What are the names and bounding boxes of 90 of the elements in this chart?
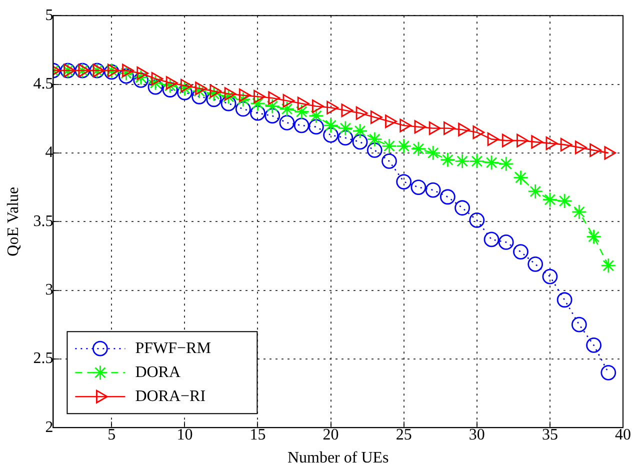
point bbox=[338, 130, 354, 146]
point bbox=[425, 145, 441, 161]
point bbox=[469, 153, 485, 169]
point bbox=[162, 78, 178, 94]
point bbox=[382, 138, 397, 154]
point bbox=[513, 244, 528, 260]
point bbox=[556, 193, 572, 209]
point bbox=[162, 82, 178, 98]
legend-label: PFWF−RM bbox=[135, 340, 211, 357]
point bbox=[410, 180, 426, 195]
x-tick-label: 25 bbox=[396, 426, 412, 444]
point bbox=[250, 96, 266, 112]
point bbox=[382, 153, 397, 169]
point bbox=[323, 118, 338, 134]
point bbox=[528, 184, 544, 200]
point bbox=[600, 364, 616, 380]
point bbox=[454, 153, 470, 169]
point bbox=[118, 68, 134, 84]
x-tick-label: 15 bbox=[250, 426, 266, 444]
point bbox=[440, 152, 456, 168]
point bbox=[571, 316, 587, 332]
x-axis-title: Number of UEs bbox=[287, 450, 389, 467]
point bbox=[600, 258, 616, 274]
point bbox=[148, 79, 164, 95]
x-tick-label: 30 bbox=[468, 426, 485, 444]
point bbox=[206, 86, 222, 102]
y-tick-label: 5 bbox=[45, 6, 54, 24]
legend-label: DORA−RI bbox=[135, 388, 206, 405]
point bbox=[192, 83, 208, 99]
point bbox=[279, 101, 295, 117]
point bbox=[586, 338, 602, 353]
point bbox=[206, 92, 222, 108]
y-tick-label: 2.5 bbox=[33, 350, 54, 368]
point bbox=[148, 75, 164, 91]
point bbox=[352, 134, 368, 150]
point bbox=[180, 78, 192, 92]
x-tick-label: 5 bbox=[108, 426, 116, 444]
point bbox=[498, 156, 514, 172]
point bbox=[220, 96, 236, 112]
point bbox=[264, 98, 280, 114]
point bbox=[323, 127, 338, 143]
point bbox=[308, 119, 324, 135]
point bbox=[192, 88, 208, 104]
y-tick-label: 2 bbox=[45, 418, 54, 436]
point bbox=[396, 138, 412, 154]
y-axis-title: QoE Value bbox=[4, 186, 22, 256]
point bbox=[176, 80, 192, 96]
point bbox=[238, 88, 251, 102]
point bbox=[366, 142, 382, 158]
x-tick-label: 40 bbox=[615, 426, 631, 444]
point bbox=[498, 234, 514, 250]
point bbox=[294, 118, 310, 134]
point bbox=[279, 115, 295, 130]
point bbox=[454, 200, 470, 216]
x-tick-label: 20 bbox=[322, 426, 339, 444]
point bbox=[469, 212, 485, 228]
point bbox=[220, 88, 236, 104]
point bbox=[586, 229, 602, 244]
x-tick-label: 35 bbox=[542, 426, 558, 444]
point bbox=[484, 232, 500, 248]
y-tick-label: 4 bbox=[45, 144, 54, 162]
point bbox=[107, 64, 120, 78]
point bbox=[396, 174, 412, 190]
point bbox=[542, 268, 558, 284]
legend-label: DORA bbox=[135, 364, 181, 381]
point bbox=[366, 132, 382, 147]
point bbox=[513, 170, 528, 186]
x-tick-label: 10 bbox=[176, 426, 193, 444]
point bbox=[556, 292, 572, 308]
point bbox=[250, 105, 266, 121]
point bbox=[308, 108, 324, 124]
point bbox=[542, 192, 558, 208]
point bbox=[338, 120, 354, 136]
point bbox=[410, 141, 426, 157]
point bbox=[235, 92, 251, 108]
point bbox=[118, 66, 134, 81]
point bbox=[425, 182, 441, 198]
point bbox=[571, 204, 587, 220]
point bbox=[176, 84, 192, 100]
point bbox=[264, 108, 280, 124]
point bbox=[294, 104, 310, 120]
point bbox=[235, 101, 251, 117]
y-tick-label: 3.5 bbox=[33, 212, 54, 230]
point bbox=[528, 256, 544, 272]
y-tick-label: 4.5 bbox=[33, 75, 54, 92]
point bbox=[312, 99, 324, 113]
point bbox=[440, 189, 456, 205]
point bbox=[352, 123, 368, 139]
point bbox=[484, 154, 500, 170]
y-tick-label: 3 bbox=[45, 281, 54, 298]
